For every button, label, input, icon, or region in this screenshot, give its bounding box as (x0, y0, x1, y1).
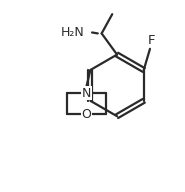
Text: H₂N: H₂N (60, 26, 84, 39)
Text: F: F (148, 34, 155, 47)
Text: N: N (82, 87, 91, 100)
Text: O: O (82, 108, 91, 121)
